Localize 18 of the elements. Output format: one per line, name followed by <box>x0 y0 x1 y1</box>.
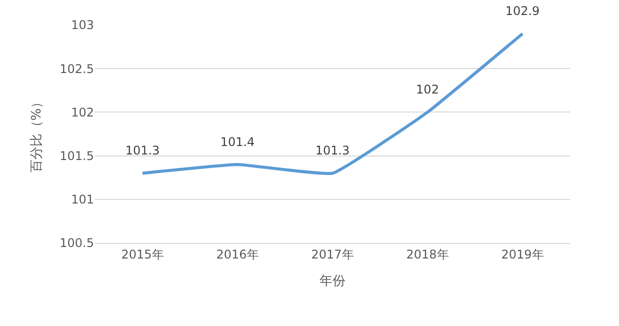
x-tick-label: 2015年 <box>121 247 164 262</box>
data-label: 102.9 <box>505 4 540 18</box>
y-tick-label: 103 <box>71 18 94 32</box>
data-label: 102 <box>416 82 439 97</box>
data-label: 101.3 <box>125 144 160 158</box>
x-axis-title: 年份 <box>320 274 346 289</box>
x-tick-label: 2017年 <box>311 247 354 262</box>
y-tick-label: 102.5 <box>60 62 94 76</box>
x-tick-label: 2016年 <box>216 247 259 262</box>
x-tick-label: 2019年 <box>501 247 544 262</box>
data-label: 101.4 <box>220 134 255 149</box>
y-axis-title: 百分比（%） <box>30 95 45 173</box>
y-tick-label: 101.5 <box>60 149 94 163</box>
data-label: 101.3 <box>315 144 350 158</box>
y-tick-label: 100.5 <box>60 236 94 250</box>
y-tick-label: 101 <box>71 192 94 207</box>
x-tick-label: 2018年 <box>406 247 449 262</box>
y-tick-label: 102 <box>71 105 94 120</box>
